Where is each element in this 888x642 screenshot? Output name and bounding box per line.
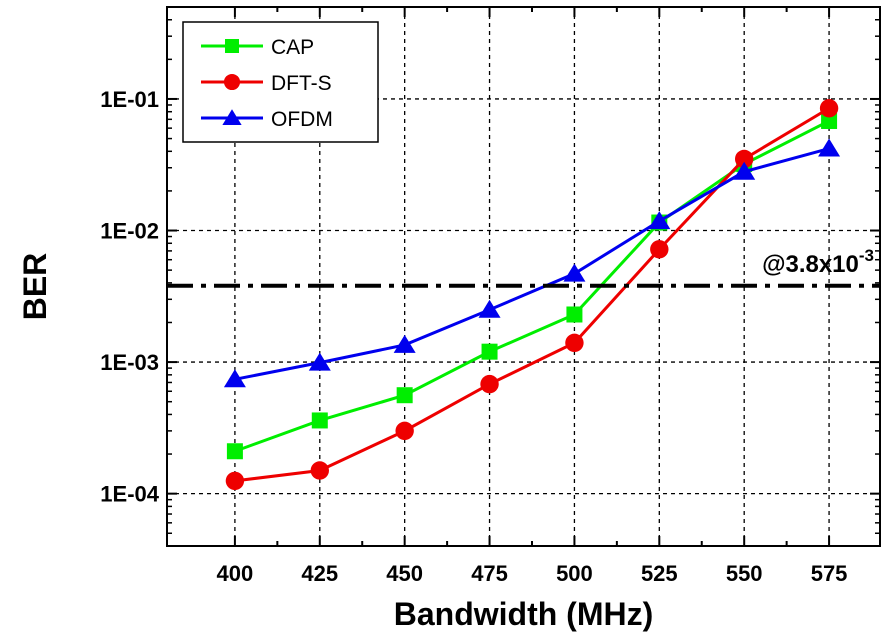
data-point-dft-s	[225, 471, 245, 491]
data-point-dft-s	[819, 99, 839, 118]
data-point-dft-s	[734, 149, 754, 169]
legend-marker-dft-s	[223, 73, 241, 91]
legend-label-cap: CAP	[271, 36, 314, 59]
x-tick-label: 400	[217, 561, 254, 586]
data-point-cap	[396, 387, 413, 404]
data-point-dft-s	[480, 374, 499, 394]
legend: CAP DFT-S OFDM	[182, 21, 379, 143]
data-point-dft-s	[395, 421, 414, 441]
y-tick-label: 1E-02	[100, 219, 159, 244]
legend-label-ofdm: OFDM	[271, 108, 333, 131]
data-point-dft-s	[565, 333, 584, 353]
x-tick-label: 525	[641, 561, 678, 586]
data-point-cap	[226, 443, 243, 460]
data-point-ofdm	[648, 211, 671, 230]
data-point-ofdm	[733, 161, 756, 180]
data-point-dft-s	[310, 461, 329, 480]
series-layer	[223, 99, 841, 491]
data-point-ofdm	[478, 299, 501, 318]
ticks: 400 425 450 475 500 525 550 575 1E-01 1E-02 1E-03 1…	[100, 7, 880, 586]
data-point-ofdm	[223, 369, 246, 388]
data-point-cap	[481, 343, 498, 360]
threshold-label: @3.8x10-3	[762, 246, 874, 278]
y-axis-title: BER	[17, 253, 53, 321]
threshold-label-exponent: -3	[859, 246, 874, 265]
x-tick-label: 550	[726, 561, 763, 586]
x-tick-label: 500	[556, 561, 593, 586]
x-tick-label: 425	[301, 561, 338, 586]
plot-frame	[166, 6, 881, 547]
data-point-cap	[566, 306, 583, 323]
series-dft-s	[225, 99, 839, 491]
data-point-ofdm	[393, 334, 416, 353]
x-tick-label: 475	[471, 561, 508, 586]
series-ofdm	[223, 138, 841, 388]
y-tick-label: 1E-04	[100, 482, 159, 507]
data-point-ofdm	[308, 352, 331, 371]
data-point-ofdm	[818, 138, 841, 157]
threshold-layer: @3.8x10-3	[167, 246, 880, 288]
data-point-cap	[311, 412, 328, 429]
legend-marker-ofdm	[222, 109, 242, 125]
series-line-ofdm	[234, 147, 830, 381]
x-axis-title: Bandwidth (MHz)	[394, 596, 654, 632]
data-point-cap	[821, 112, 838, 129]
x-tick-label: 450	[386, 561, 423, 586]
threshold-label-base: @3.8x10	[762, 251, 859, 278]
y-tick-label: 1E-01	[100, 87, 159, 112]
series-line-dft-s	[234, 106, 830, 483]
data-point-dft-s	[650, 240, 669, 259]
data-point-ofdm	[563, 263, 586, 282]
legend-marker-cap	[225, 39, 239, 53]
y-tick-label: 1E-03	[100, 350, 159, 375]
x-tick-label: 575	[811, 561, 848, 586]
legend-label-dft-s: DFT-S	[271, 72, 332, 95]
grid	[167, 7, 880, 546]
